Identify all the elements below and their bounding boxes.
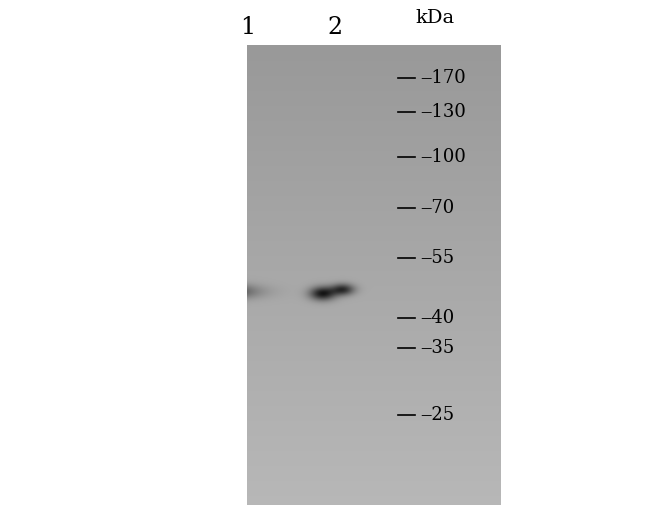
Text: ‒25: ‒25 [420,406,454,424]
Text: ‒35: ‒35 [420,339,454,357]
Text: 2: 2 [328,17,343,40]
Text: ‒100: ‒100 [420,148,466,166]
Text: kDa: kDa [415,9,454,27]
Text: ‒170: ‒170 [420,69,466,87]
Text: ‒55: ‒55 [420,249,454,267]
Text: ‒130: ‒130 [420,103,466,121]
Text: 1: 1 [240,17,255,40]
Text: ‒40: ‒40 [420,309,454,327]
Text: ‒70: ‒70 [420,199,454,217]
